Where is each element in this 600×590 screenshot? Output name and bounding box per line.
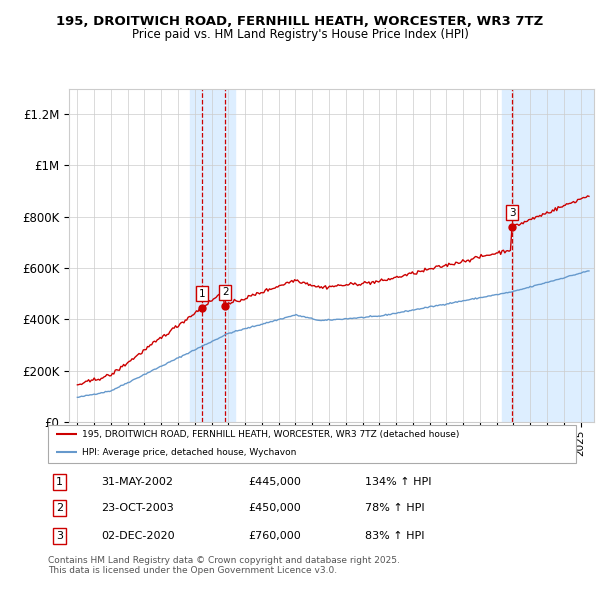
Text: 31-MAY-2002: 31-MAY-2002 (101, 477, 173, 487)
Bar (502, 88, 594, 422)
Text: 1: 1 (199, 289, 205, 299)
Text: £445,000: £445,000 (248, 477, 302, 487)
FancyBboxPatch shape (48, 425, 576, 463)
Text: 2: 2 (222, 287, 229, 297)
Text: 02-DEC-2020: 02-DEC-2020 (101, 531, 175, 541)
Text: £450,000: £450,000 (248, 503, 301, 513)
Text: HPI: Average price, detached house, Wychavon: HPI: Average price, detached house, Wych… (82, 448, 296, 457)
Bar (190, 88, 235, 422)
Text: 78% ↑ HPI: 78% ↑ HPI (365, 503, 424, 513)
Text: Contains HM Land Registry data © Crown copyright and database right 2025.
This d: Contains HM Land Registry data © Crown c… (48, 556, 400, 575)
Text: 2: 2 (56, 503, 63, 513)
Text: 195, DROITWICH ROAD, FERNHILL HEATH, WORCESTER, WR3 7TZ (detached house): 195, DROITWICH ROAD, FERNHILL HEATH, WOR… (82, 430, 460, 439)
Text: 83% ↑ HPI: 83% ↑ HPI (365, 531, 424, 541)
Text: 195, DROITWICH ROAD, FERNHILL HEATH, WORCESTER, WR3 7TZ: 195, DROITWICH ROAD, FERNHILL HEATH, WOR… (56, 15, 544, 28)
Text: 1: 1 (56, 477, 63, 487)
Text: £760,000: £760,000 (248, 531, 301, 541)
Text: 3: 3 (509, 208, 515, 218)
Text: Price paid vs. HM Land Registry's House Price Index (HPI): Price paid vs. HM Land Registry's House … (131, 28, 469, 41)
Text: 3: 3 (56, 531, 63, 541)
Text: 23-OCT-2003: 23-OCT-2003 (101, 503, 173, 513)
Text: 134% ↑ HPI: 134% ↑ HPI (365, 477, 431, 487)
